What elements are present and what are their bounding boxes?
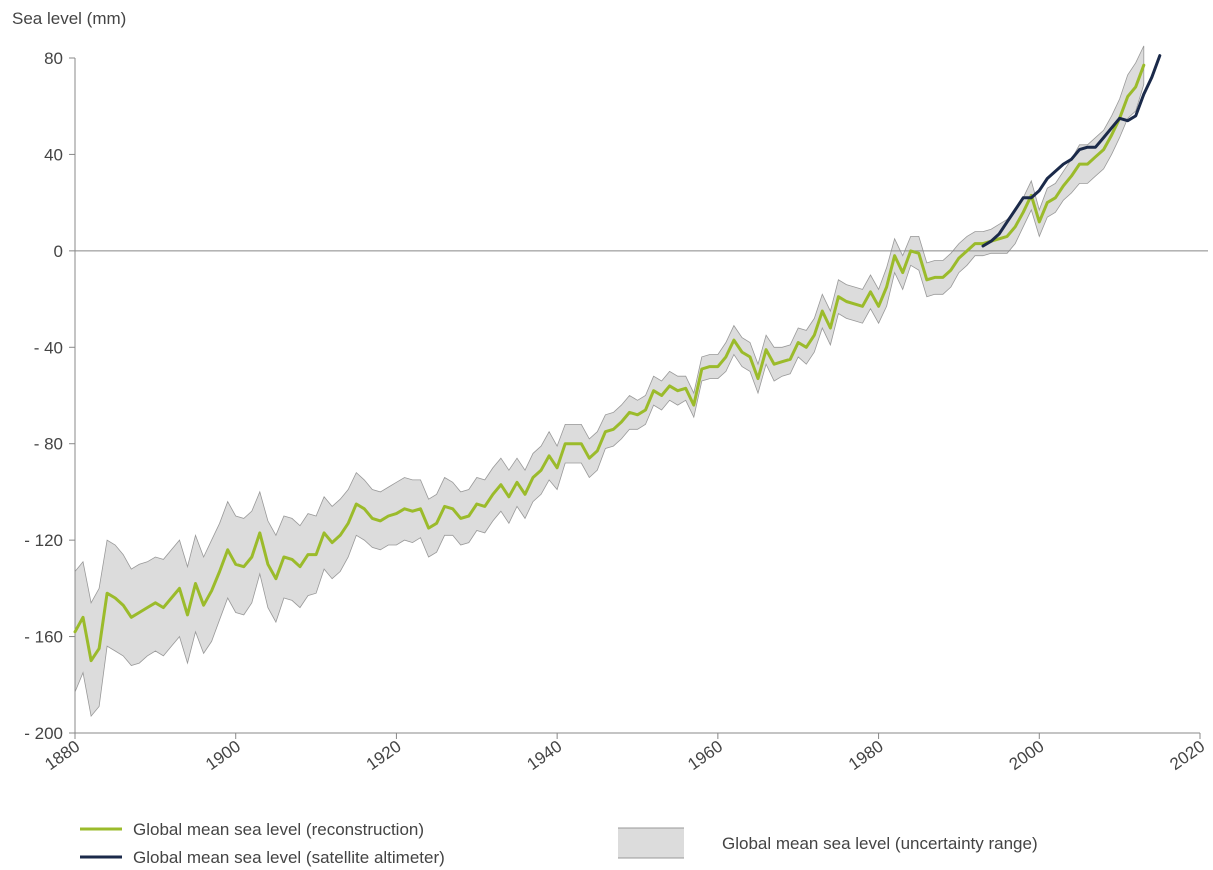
x-tick-label: 1940 [524, 737, 566, 774]
x-tick-label: 2020 [1166, 737, 1208, 774]
x-tick-label: 1920 [363, 737, 405, 774]
y-tick-label: - 80 [34, 435, 63, 454]
reconstruction-series-line [73, 63, 1146, 663]
series-layer [73, 54, 1162, 663]
y-tick-label: 40 [44, 145, 63, 164]
y-axis-title: Sea level (mm) [12, 9, 126, 28]
uncertainty-band-layer [74, 45, 1145, 718]
y-tick-label: - 200 [24, 724, 63, 743]
satellite-series-line [981, 54, 1162, 248]
legend-swatch-uncertainty [618, 828, 684, 858]
x-tick-label: 1960 [684, 737, 726, 774]
legend: Global mean sea level (reconstruction) Gl… [80, 820, 1038, 867]
y-tick-label: 80 [44, 49, 63, 68]
legend-label-reconstruction: Global mean sea level (reconstruction) [133, 820, 424, 839]
x-tick-label: 1980 [845, 737, 887, 774]
y-tick-label: - 120 [24, 531, 63, 550]
x-tick-label: 1900 [202, 737, 244, 774]
uncertainty-band [74, 45, 1145, 718]
legend-label-satellite: Global mean sea level (satellite altimet… [133, 848, 445, 867]
legend-label-uncertainty: Global mean sea level (uncertainty range… [722, 834, 1038, 853]
y-tick-label: - 160 [24, 628, 63, 647]
x-tick-label: 2000 [1006, 737, 1048, 774]
y-tick-label: - 40 [34, 338, 63, 357]
y-tick-label: 0 [54, 242, 63, 261]
